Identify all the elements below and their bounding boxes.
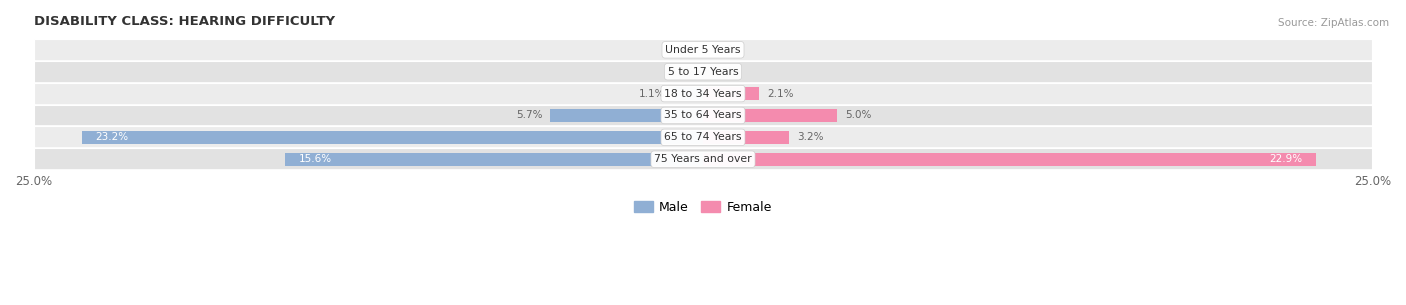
Bar [82, 131, 703, 144]
Bar [34, 39, 1372, 61]
Text: 0.0%: 0.0% [669, 45, 695, 55]
Bar [34, 105, 1372, 126]
Text: 22.9%: 22.9% [1270, 154, 1303, 164]
Text: 3.2%: 3.2% [797, 132, 824, 142]
Bar [703, 153, 1316, 166]
Text: 15.6%: 15.6% [298, 154, 332, 164]
Legend: Male, Female: Male, Female [630, 196, 776, 219]
Text: 5 to 17 Years: 5 to 17 Years [668, 67, 738, 77]
Bar [703, 87, 759, 100]
Bar [703, 109, 837, 122]
Bar [34, 126, 1372, 148]
Bar [673, 87, 703, 100]
Text: Source: ZipAtlas.com: Source: ZipAtlas.com [1278, 18, 1389, 28]
Text: 0.0%: 0.0% [711, 45, 737, 55]
Text: 0.0%: 0.0% [669, 67, 695, 77]
Text: 23.2%: 23.2% [96, 132, 128, 142]
Bar [34, 148, 1372, 170]
Bar [34, 83, 1372, 105]
Bar [550, 109, 703, 122]
Text: 5.7%: 5.7% [516, 110, 543, 120]
Bar [285, 153, 703, 166]
Text: 2.1%: 2.1% [768, 88, 794, 99]
Text: 0.0%: 0.0% [711, 67, 737, 77]
Text: Under 5 Years: Under 5 Years [665, 45, 741, 55]
Bar [34, 61, 1372, 83]
Text: DISABILITY CLASS: HEARING DIFFICULTY: DISABILITY CLASS: HEARING DIFFICULTY [34, 15, 335, 28]
Text: 35 to 64 Years: 35 to 64 Years [664, 110, 742, 120]
Text: 1.1%: 1.1% [638, 88, 665, 99]
Bar [703, 131, 789, 144]
Text: 18 to 34 Years: 18 to 34 Years [664, 88, 742, 99]
Text: 5.0%: 5.0% [845, 110, 872, 120]
Text: 65 to 74 Years: 65 to 74 Years [664, 132, 742, 142]
Text: 75 Years and over: 75 Years and over [654, 154, 752, 164]
